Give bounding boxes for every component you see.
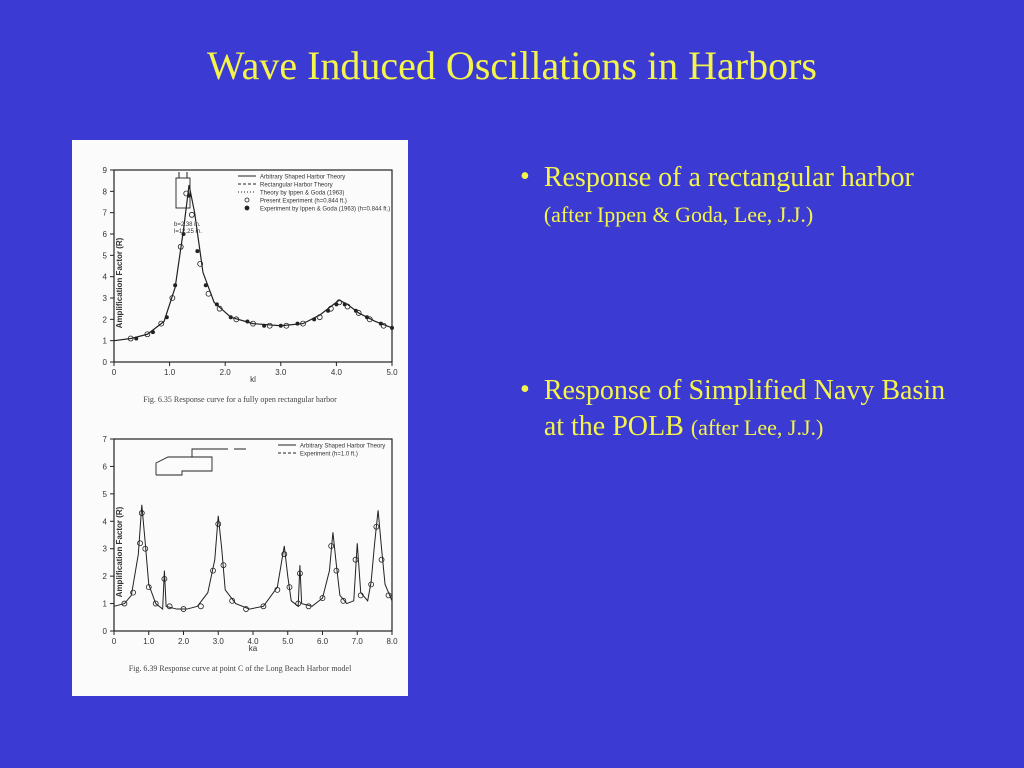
svg-text:6.0: 6.0 [317,637,329,646]
svg-text:4: 4 [103,272,108,281]
chart2-caption: Fig. 6.39 Response curve at point C of t… [80,664,400,673]
svg-text:7: 7 [103,435,108,444]
svg-text:7: 7 [103,208,108,217]
chart-rectangular-harbor: Amplification Factor (R) 0 1.0 2.0 3.0 4.0 5.… [80,162,400,404]
bullet-item-2: • Response of Simplified Navy Basin at t… [520,373,960,446]
svg-text:ka: ka [249,644,258,653]
svg-text:l=12.25 in.: l=12.25 in. [174,229,202,235]
slide-title: Wave Induced Oscillations in Harbors [0,42,1024,89]
svg-text:6: 6 [103,230,108,239]
svg-text:3: 3 [103,294,108,303]
svg-text:2.0: 2.0 [178,637,190,646]
svg-text:4.0: 4.0 [331,368,343,377]
svg-text:Arbitrary Shaped Harbor Theory: Arbitrary Shaped Harbor Theory [300,443,385,449]
svg-text:3.0: 3.0 [275,368,287,377]
svg-text:5.0: 5.0 [386,368,398,377]
svg-text:9: 9 [103,166,108,175]
figure-panel: Amplification Factor (R) 0 1.0 2.0 3.0 4.0 5.… [72,140,408,696]
bullet1-main: Response of a rectangular harbor [544,162,914,193]
svg-text:b=2.38 in.: b=2.38 in. [174,222,201,228]
svg-text:Present Experiment (h=0.844 ft: Present Experiment (h=0.844 ft.) [260,198,347,204]
svg-text:1: 1 [103,599,108,608]
svg-text:8.0: 8.0 [386,637,398,646]
bullet2-sub: (after Lee, J.J.) [691,415,824,440]
svg-text:Rectangular Harbor Theory: Rectangular Harbor Theory [260,182,333,188]
svg-text:3.0: 3.0 [213,637,225,646]
svg-text:5.0: 5.0 [282,637,294,646]
bullet-list: • Response of a rectangular harbor (afte… [520,160,960,446]
bullet-dot-icon: • [520,160,530,233]
svg-text:2: 2 [103,315,108,324]
svg-text:0: 0 [103,627,108,636]
svg-text:Experiment (h=1.0 ft.): Experiment (h=1.0 ft.) [300,451,358,457]
svg-text:Experiment by Ippen & Goda (19: Experiment by Ippen & Goda (1963) (h=0.8… [260,206,390,212]
chart1-caption: Fig. 6.35 Response curve for a fully ope… [80,395,400,404]
bullet-dot-icon: • [520,373,530,446]
chart1-ylabel: Amplification Factor (R) [115,237,124,328]
svg-text:Arbitrary Shaped Harbor Theory: Arbitrary Shaped Harbor Theory [260,174,345,180]
svg-text:5: 5 [103,251,108,260]
chart2-svg: 01.02.03.04.05.06.07.08.001234567kaArbit… [80,431,400,655]
svg-text:2: 2 [103,572,108,581]
svg-text:5: 5 [103,489,108,498]
svg-text:7.0: 7.0 [352,637,364,646]
svg-text:2.0: 2.0 [220,368,232,377]
chart-navy-basin: Amplification Factor (R) 01.02.03.04.05.… [80,431,400,673]
svg-text:0: 0 [112,637,117,646]
svg-text:kl: kl [250,375,256,384]
svg-text:8: 8 [103,187,108,196]
svg-text:0: 0 [103,358,108,367]
chart1-svg: 0 1.0 2.0 3.0 4.0 5.0 0 1 2 3 4 5 6 7 8 9 kl Arbitrary Sh… [80,162,400,386]
svg-text:4: 4 [103,517,108,526]
svg-text:1: 1 [103,336,108,345]
svg-text:Theory by Ippen & Goda (1963): Theory by Ippen & Goda (1963) [260,190,344,196]
svg-text:3: 3 [103,544,108,553]
svg-text:1.0: 1.0 [143,637,155,646]
chart2-ylabel: Amplification Factor (R) [115,506,124,597]
svg-text:1.0: 1.0 [164,368,176,377]
svg-text:0: 0 [112,368,117,377]
bullet1-sub: (after Ippen & Goda, Lee, J.J.) [544,202,813,227]
bullet-item-1: • Response of a rectangular harbor (afte… [520,160,960,233]
svg-text:6: 6 [103,462,108,471]
